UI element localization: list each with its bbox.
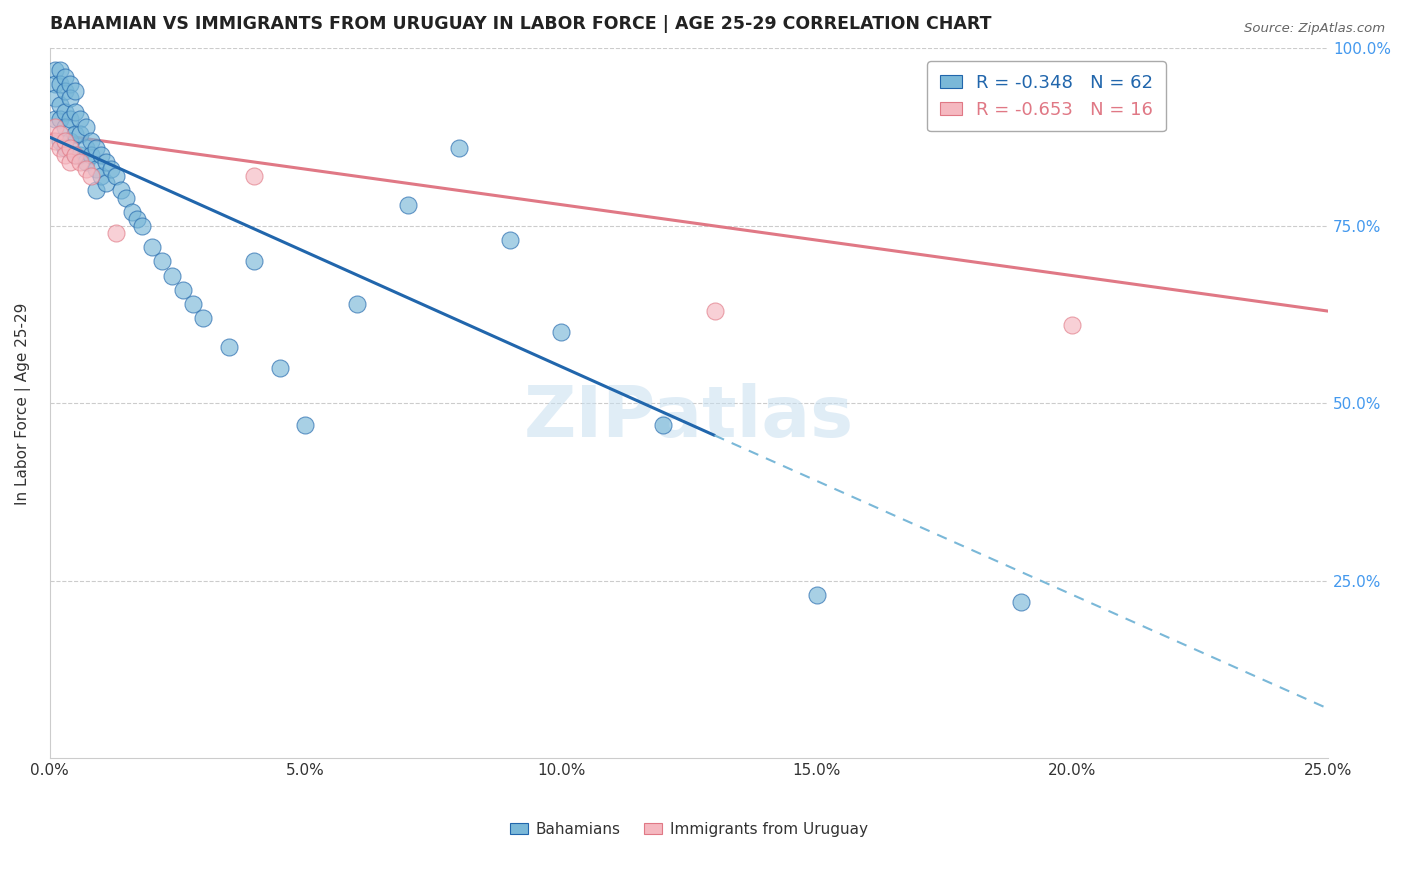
Point — [53, 120, 76, 134]
Point — [59, 155, 82, 169]
Point — [65, 127, 87, 141]
Point — [447, 141, 470, 155]
Point — [69, 112, 91, 127]
Point — [172, 283, 194, 297]
Point — [652, 417, 675, 432]
Point — [53, 70, 76, 84]
Point — [65, 84, 87, 98]
Text: BAHAMIAN VS IMMIGRANTS FROM URUGUAY IN LABOR FORCE | AGE 25-29 CORRELATION CHART: BAHAMIAN VS IMMIGRANTS FROM URUGUAY IN L… — [49, 15, 991, 33]
Point — [49, 98, 72, 112]
Point — [75, 120, 97, 134]
Point — [65, 148, 87, 162]
Legend: Bahamians, Immigrants from Uruguay: Bahamians, Immigrants from Uruguay — [503, 815, 875, 843]
Point — [121, 204, 143, 219]
Point — [75, 141, 97, 155]
Point — [90, 148, 112, 162]
Point — [243, 254, 266, 268]
Point — [75, 155, 97, 169]
Point — [269, 360, 291, 375]
Point — [49, 112, 72, 127]
Point — [79, 148, 101, 162]
Point — [243, 169, 266, 184]
Point — [294, 417, 316, 432]
Point — [59, 141, 82, 155]
Point — [110, 183, 132, 197]
Point — [94, 177, 117, 191]
Point — [79, 134, 101, 148]
Point — [53, 134, 76, 148]
Point — [65, 105, 87, 120]
Point — [105, 226, 128, 240]
Point — [131, 219, 153, 233]
Point — [59, 134, 82, 148]
Point — [44, 120, 66, 134]
Point — [396, 197, 419, 211]
Point — [59, 77, 82, 91]
Point — [53, 148, 76, 162]
Point — [1010, 595, 1032, 609]
Point — [69, 148, 91, 162]
Point — [53, 105, 76, 120]
Text: ZIPatlas: ZIPatlas — [524, 383, 853, 452]
Point — [90, 169, 112, 184]
Point — [84, 141, 107, 155]
Point — [79, 169, 101, 184]
Point — [53, 84, 76, 98]
Point — [44, 91, 66, 105]
Point — [44, 62, 66, 77]
Point — [499, 233, 522, 247]
Point — [75, 162, 97, 177]
Point — [65, 148, 87, 162]
Point — [69, 127, 91, 141]
Point — [150, 254, 173, 268]
Point — [53, 141, 76, 155]
Point — [49, 127, 72, 141]
Point — [550, 326, 572, 340]
Point — [94, 155, 117, 169]
Point — [100, 162, 122, 177]
Point — [181, 297, 204, 311]
Y-axis label: In Labor Force | Age 25-29: In Labor Force | Age 25-29 — [15, 302, 31, 505]
Point — [1062, 318, 1084, 333]
Point — [84, 162, 107, 177]
Point — [218, 340, 240, 354]
Point — [44, 77, 66, 91]
Point — [84, 183, 107, 197]
Point — [806, 588, 828, 602]
Point — [49, 141, 72, 155]
Point — [346, 297, 368, 311]
Point — [59, 112, 82, 127]
Point — [49, 62, 72, 77]
Point — [125, 211, 148, 226]
Point — [191, 311, 214, 326]
Point — [703, 304, 725, 318]
Point — [141, 240, 163, 254]
Text: Source: ZipAtlas.com: Source: ZipAtlas.com — [1244, 22, 1385, 36]
Point — [44, 134, 66, 148]
Point — [49, 77, 72, 91]
Point — [69, 155, 91, 169]
Point — [115, 190, 138, 204]
Point — [59, 91, 82, 105]
Point — [162, 268, 184, 283]
Point — [105, 169, 128, 184]
Point — [49, 134, 72, 148]
Point — [44, 112, 66, 127]
